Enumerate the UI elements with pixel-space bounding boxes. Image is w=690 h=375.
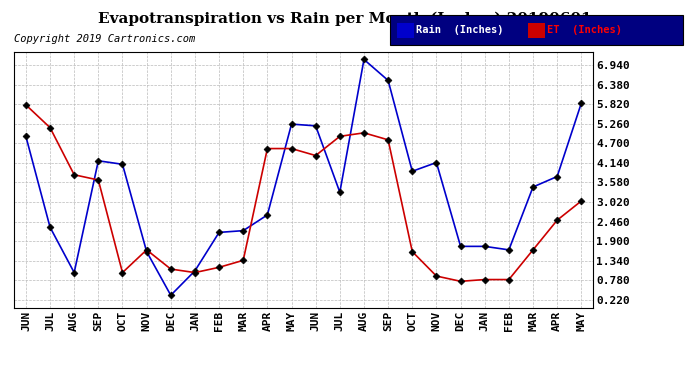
Text: Copyright 2019 Cartronics.com: Copyright 2019 Cartronics.com <box>14 34 195 44</box>
Text: ET  (Inches): ET (Inches) <box>547 25 622 35</box>
Text: Rain  (Inches): Rain (Inches) <box>416 25 504 35</box>
Text: Evapotranspiration vs Rain per Month (Inches) 20190601: Evapotranspiration vs Rain per Month (In… <box>98 11 592 26</box>
